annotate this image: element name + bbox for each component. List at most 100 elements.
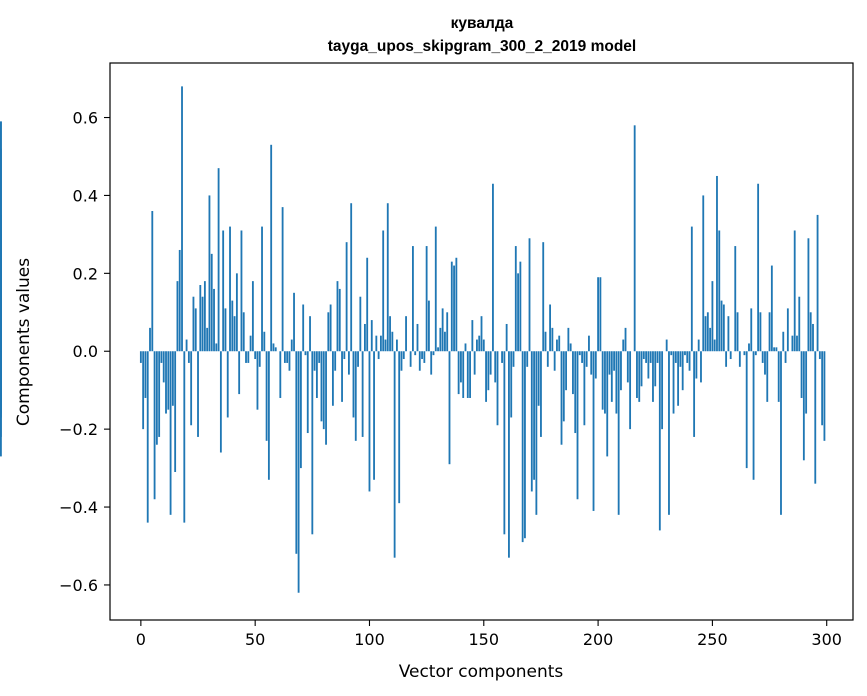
- x-tick-label: 100: [354, 630, 385, 649]
- bar: [428, 300, 430, 352]
- bar: [201, 296, 204, 352]
- bar: [375, 335, 378, 352]
- bar: [713, 339, 716, 352]
- bar: [238, 351, 241, 395]
- bar: [604, 351, 606, 414]
- bar: [382, 230, 385, 352]
- bar: [432, 351, 435, 356]
- bar: [208, 195, 211, 352]
- bar: [254, 351, 257, 360]
- bar: [761, 351, 764, 363]
- bar: [549, 304, 551, 352]
- bar: [318, 351, 321, 363]
- bar: [754, 351, 757, 356]
- bar: [496, 351, 499, 426]
- bar: [199, 285, 202, 352]
- bar: [354, 351, 357, 441]
- bar: [313, 351, 316, 371]
- bar: [736, 312, 739, 352]
- bar: [620, 351, 622, 391]
- bar: [334, 351, 337, 371]
- bar: [562, 351, 565, 422]
- bar: [336, 281, 339, 352]
- bar: [601, 351, 604, 410]
- y-tick-label: 0.4: [73, 186, 98, 205]
- bar: [702, 195, 705, 352]
- bar: [393, 351, 396, 558]
- bar: [679, 351, 682, 367]
- bar: [446, 312, 449, 352]
- bar: [455, 257, 458, 352]
- bar: [558, 335, 561, 352]
- bar: [203, 281, 206, 352]
- bar: [576, 351, 579, 500]
- bar: [766, 351, 769, 402]
- y-tick-label: −0.4: [59, 498, 98, 517]
- bar: [197, 351, 199, 437]
- bar: [181, 86, 183, 352]
- y-tick-label: −0.2: [59, 420, 98, 439]
- bar: [768, 312, 771, 352]
- y-tick-label: 0.6: [73, 109, 98, 128]
- bar: [786, 308, 789, 352]
- bar: [261, 226, 263, 352]
- bar: [384, 339, 387, 352]
- x-tick-label: 150: [469, 630, 500, 649]
- x-tick-label: 50: [245, 630, 265, 649]
- bar: [622, 339, 625, 352]
- bar: [391, 331, 394, 352]
- bar: [398, 351, 401, 504]
- bar: [608, 351, 611, 375]
- bar: [222, 230, 225, 352]
- bar: [418, 351, 421, 371]
- bar: [165, 351, 167, 414]
- bar: [645, 351, 648, 363]
- bar: [544, 331, 547, 352]
- bar: [281, 207, 284, 352]
- bar: [414, 351, 417, 356]
- bar: [439, 327, 442, 352]
- x-axis-label: Vector components: [399, 662, 564, 682]
- bar: [320, 351, 323, 422]
- bar: [615, 351, 618, 414]
- bar: [302, 304, 305, 352]
- bar: [370, 320, 373, 352]
- bar: [485, 351, 487, 402]
- bar: [533, 351, 535, 480]
- bar: [638, 351, 641, 402]
- bar: [160, 351, 163, 363]
- bar: [775, 347, 778, 352]
- bar: [144, 351, 147, 398]
- bar: [722, 304, 725, 352]
- y-tick-label: −0.6: [59, 576, 98, 595]
- y-tick-label: 0.2: [73, 264, 98, 283]
- bar: [453, 265, 455, 352]
- bar: [686, 351, 689, 363]
- bar: [654, 351, 657, 387]
- bar: [297, 351, 300, 593]
- bar: [409, 351, 412, 367]
- bar: [814, 351, 817, 484]
- bar: [405, 316, 407, 352]
- bar: [757, 183, 760, 352]
- bar: [457, 351, 460, 395]
- bar: [416, 323, 419, 352]
- bar: [215, 343, 218, 352]
- bar: [0, 351, 2, 418]
- bar: [249, 335, 252, 352]
- bar: [155, 351, 158, 445]
- bar: [729, 351, 732, 360]
- bar: [464, 343, 467, 352]
- bar: [245, 351, 247, 363]
- bar: [341, 351, 343, 402]
- bar: [508, 351, 510, 558]
- bar: [821, 351, 824, 426]
- y-axis-ticks: −0.6 −0.4 −0.2 0.0 0.2 0.4 0.6: [59, 109, 110, 595]
- bar: [299, 351, 302, 469]
- chart-subtitle: tayga_upos_skipgram_300_2_2019 model: [328, 38, 636, 55]
- chart-title: кувалда: [451, 15, 514, 32]
- bar: [773, 347, 776, 352]
- bar: [400, 351, 403, 371]
- bar: [471, 320, 474, 352]
- bar: [613, 351, 616, 371]
